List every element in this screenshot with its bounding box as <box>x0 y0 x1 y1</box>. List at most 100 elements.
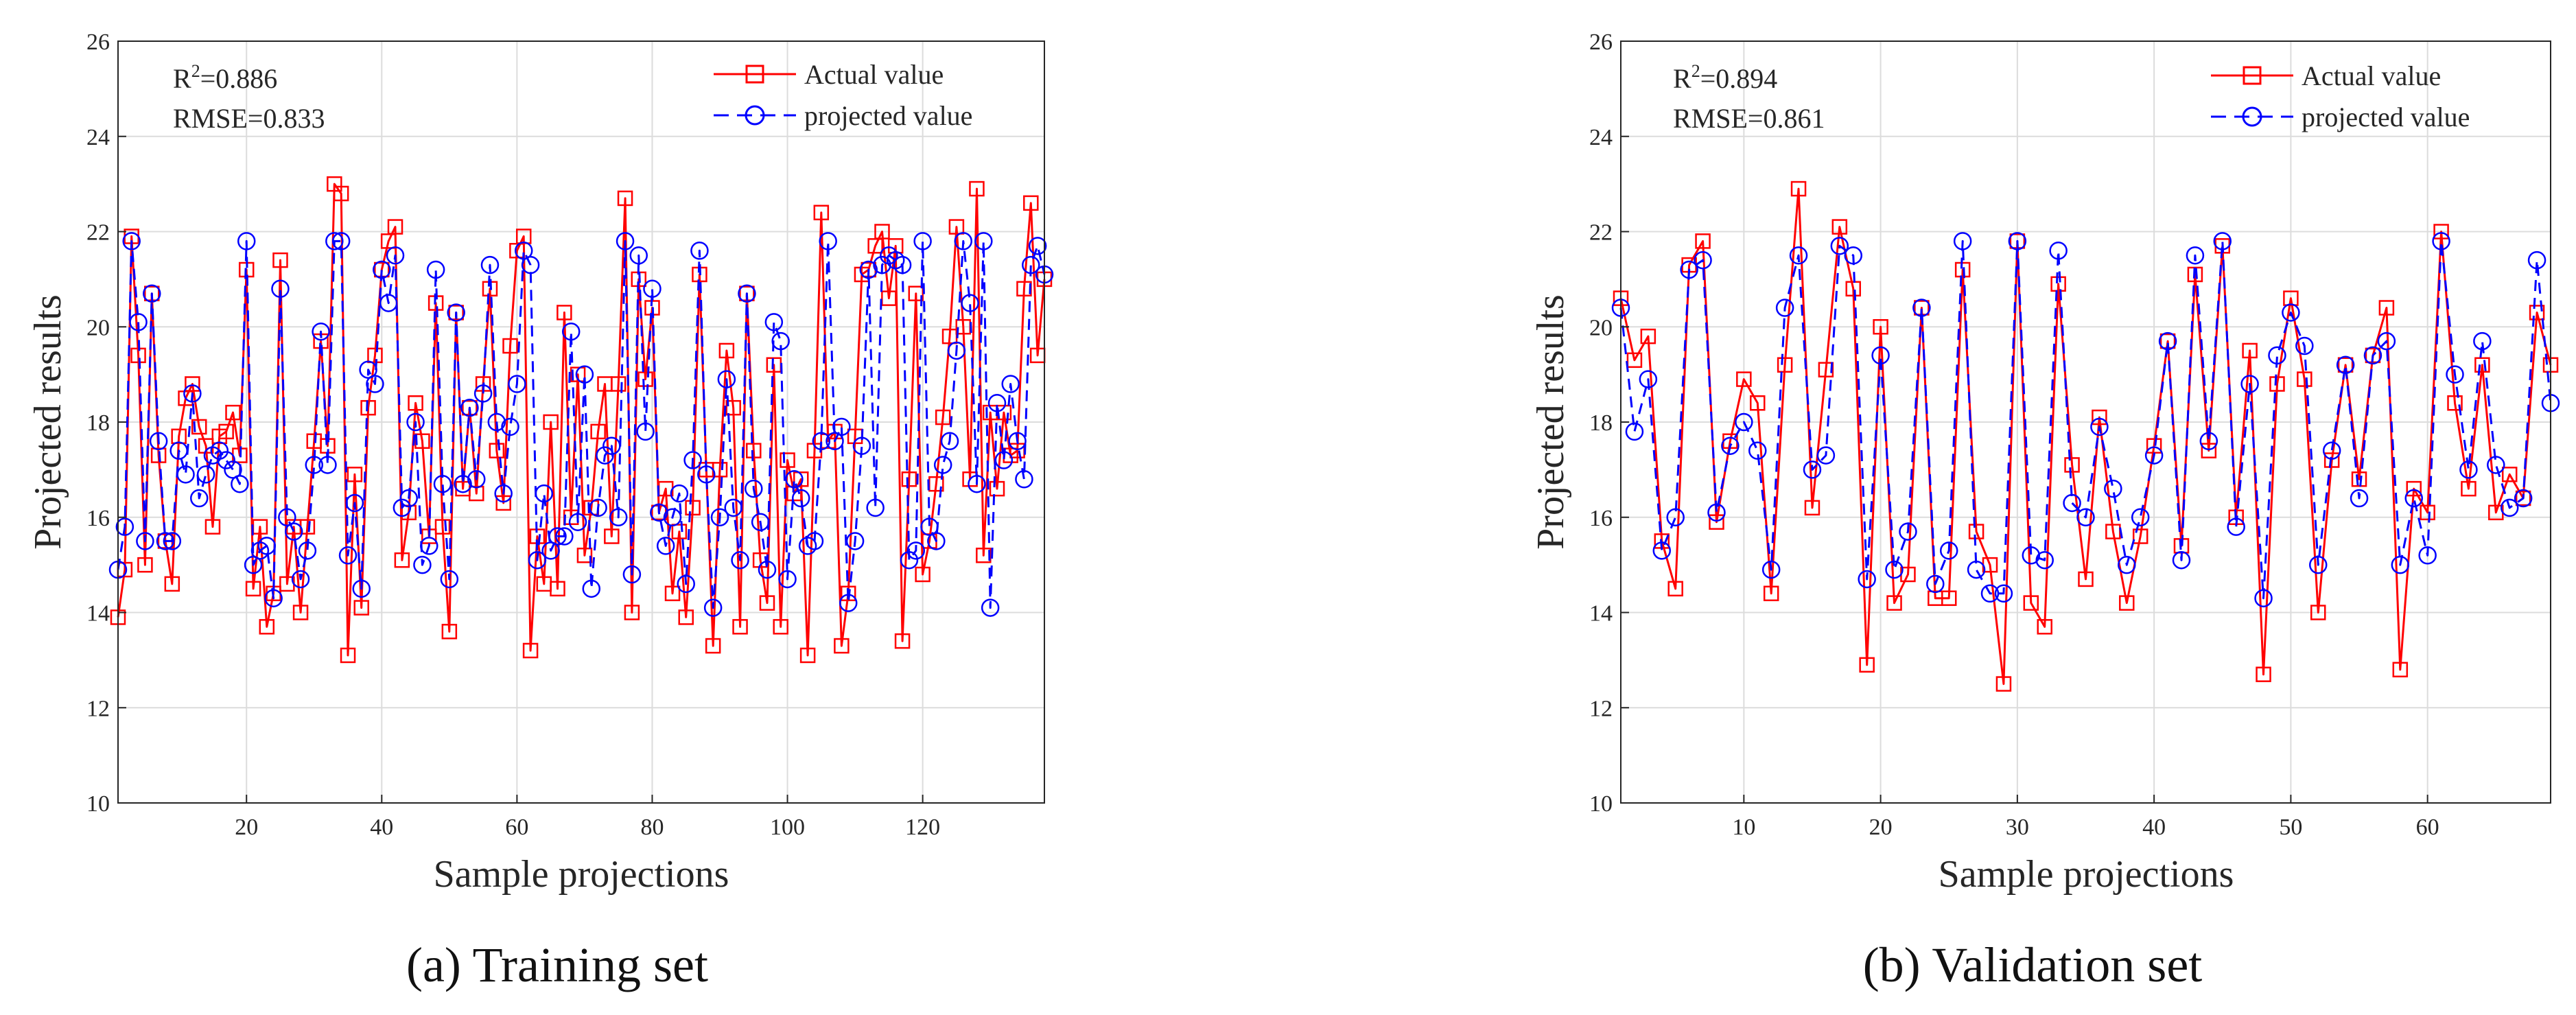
projected-value-point <box>331 232 351 250</box>
x-tick-label: 30 <box>2006 815 2029 840</box>
projected-value-point <box>217 451 235 469</box>
projected-value-point <box>974 232 993 250</box>
projected-value-point <box>710 508 729 526</box>
projected-value-point <box>1939 541 1958 560</box>
actual-value-point <box>678 609 694 625</box>
y-tick-label: 26 <box>1589 30 1613 55</box>
projected-value-point <box>1871 346 1890 365</box>
actual-value-point <box>976 548 992 563</box>
y-tick-label: 18 <box>1589 410 1613 436</box>
projected-value-point <box>366 375 384 393</box>
projected-value-point <box>2035 550 2054 570</box>
actual-value-point <box>617 190 633 207</box>
y-tick-label: 12 <box>1589 696 1613 721</box>
projected-value-point <box>2459 460 2478 479</box>
projected-value-point <box>467 470 486 489</box>
actual-value-point <box>881 290 897 306</box>
projected-value-point <box>2268 346 2286 365</box>
x-tick-label: 100 <box>770 815 805 840</box>
projected-value-point <box>264 589 283 607</box>
actual-value-point <box>2501 467 2518 482</box>
projected-value-point <box>2172 550 2191 570</box>
projected-value-point <box>609 508 628 526</box>
y-tick-label: 14 <box>86 601 110 627</box>
projected-value-point <box>447 303 465 322</box>
projected-value-point <box>196 465 215 484</box>
projected-value-point <box>961 294 979 312</box>
y-tick-label: 18 <box>86 410 110 436</box>
projected-value-point <box>440 570 459 589</box>
actual-value-point <box>333 185 349 202</box>
rmse-stat: RMSE=0.861 <box>1673 103 1825 134</box>
actual-value-point <box>793 471 809 487</box>
actual-value-point <box>1777 357 1793 373</box>
y-tick-label: 24 <box>86 125 110 150</box>
projected-value-line <box>1619 240 2552 600</box>
projected-value-point <box>1816 446 1836 465</box>
projected-value-point <box>1625 422 1644 441</box>
projected-value-point <box>1789 246 1808 265</box>
actual-value-point <box>164 576 180 592</box>
series-layer <box>1611 180 2560 692</box>
actual-value-point <box>1695 233 1711 249</box>
projected-value-point <box>2309 555 2328 574</box>
actual-value-point <box>2474 357 2490 373</box>
y-tick-label: 16 <box>86 506 110 531</box>
projected-value-point <box>900 550 919 570</box>
projected-value-point <box>2008 232 2027 250</box>
r2-stat: R2=0.886 <box>173 61 277 94</box>
projected-value-point <box>2446 365 2464 384</box>
actual-value-point <box>1831 219 1848 235</box>
projected-value-point <box>379 294 398 312</box>
projected-value-point <box>677 574 695 594</box>
projected-value-point <box>183 384 202 403</box>
x-tick-label: 40 <box>2142 815 2166 840</box>
projected-value-point <box>987 394 1007 412</box>
actual-value-point <box>685 500 701 516</box>
series-layer <box>108 176 1054 664</box>
projected-value-point <box>771 331 790 351</box>
projected-value-point <box>2118 555 2136 574</box>
projected-value-point <box>893 255 912 275</box>
projected-value-point <box>352 579 371 598</box>
projected-value-point <box>480 255 500 275</box>
actual-value-point <box>969 180 985 197</box>
projected-value-point <box>338 546 358 565</box>
actual-value-point <box>225 404 241 421</box>
projected-value-point <box>582 579 601 598</box>
projected-value-point <box>2240 375 2259 393</box>
actual-value-point <box>2433 224 2449 240</box>
projected-value-point <box>745 479 763 498</box>
projected-value-point <box>501 417 519 436</box>
projected-value-point <box>156 532 175 550</box>
projected-value-point <box>2158 331 2177 351</box>
legend-projected-marker <box>745 105 765 126</box>
projected-value-point <box>122 232 141 250</box>
projected-value-point <box>433 474 452 493</box>
projected-value-point <box>650 503 668 522</box>
projected-value-point <box>1830 237 1849 255</box>
actual-value-point <box>1023 195 1039 211</box>
projected-value-point <box>1652 541 1672 560</box>
actual-value-point <box>1941 590 1957 606</box>
r2-stat: R2=0.894 <box>1673 61 1777 94</box>
actual-value-point <box>2406 480 2422 497</box>
actual-value-point <box>1859 657 1875 673</box>
actual-value-point <box>441 624 458 640</box>
projected-value-point <box>805 532 824 550</box>
projected-value-point <box>703 598 723 617</box>
projected-value-point <box>460 398 479 417</box>
actual-value-point <box>874 224 890 240</box>
actual-value-point <box>2132 528 2148 544</box>
x-tick-label: 60 <box>505 815 528 840</box>
projected-value-point <box>2090 417 2109 436</box>
actual-value-point <box>543 414 559 430</box>
projected-value-point <box>2282 303 2300 322</box>
legend-actual-label: Actual value <box>2302 60 2441 91</box>
x-tick-label: 50 <box>2279 815 2302 840</box>
actual-value-point <box>408 395 423 411</box>
projected-value-point <box>968 474 986 493</box>
projected-value-point <box>596 446 614 465</box>
projected-value-point <box>940 432 959 450</box>
actual-value-point <box>489 443 505 458</box>
